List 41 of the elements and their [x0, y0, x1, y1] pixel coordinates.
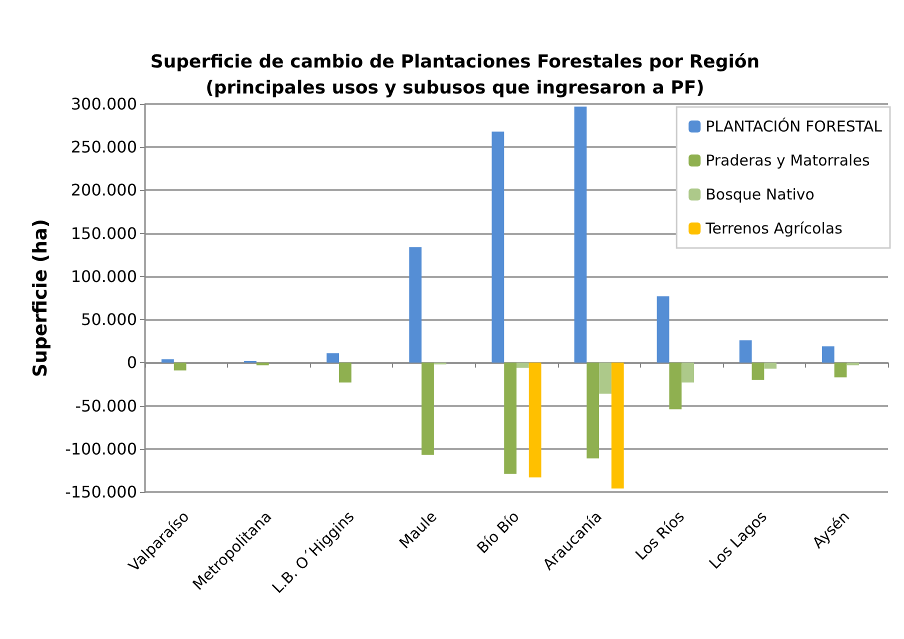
bar — [682, 362, 694, 382]
bar — [834, 362, 847, 378]
y-tick-label: 200.000 — [70, 180, 137, 200]
bar — [822, 346, 834, 363]
bar — [586, 362, 600, 458]
bar — [752, 362, 764, 380]
bar — [492, 132, 504, 363]
chart-title: Superficie de cambio de Plantaciones Forestales por Región (principales usos y subusos que ingresaron a PF) — [150, 52, 760, 98]
x-tick-label: Bío Bío — [473, 508, 523, 558]
bar — [409, 247, 422, 363]
bar — [739, 340, 752, 363]
legend-label: Terrenos Agrícolas — [704, 220, 843, 238]
legend-label: Bosque Nativo — [706, 186, 814, 204]
bar — [611, 362, 624, 489]
bar — [764, 362, 777, 369]
legend-label: Praderas y Matorrales — [706, 152, 870, 170]
bar — [162, 359, 174, 363]
y-tick-label: 50.000 — [81, 310, 137, 330]
y-tick-label: 0 — [126, 353, 137, 372]
y-tick-label: -50.000 — [75, 396, 137, 416]
bar — [174, 362, 186, 370]
bar — [528, 362, 542, 478]
legend-label: PLANTACIÓN FORESTAL — [706, 118, 883, 136]
bar — [504, 362, 516, 474]
y-tick-label: 300.000 — [70, 94, 137, 114]
y-tick-label: -100.000 — [65, 439, 137, 458]
bar — [256, 362, 269, 366]
bar — [574, 106, 587, 363]
y-tick-label: 250.000 — [70, 138, 137, 157]
y-tick-label: 150.000 — [70, 224, 137, 243]
bar — [669, 362, 682, 410]
bar — [599, 362, 612, 394]
y-axis-title: Superficie (ha) — [30, 218, 52, 378]
bar — [516, 362, 529, 368]
bar — [422, 362, 434, 455]
bar — [846, 362, 860, 366]
bar — [326, 353, 340, 363]
y-tick-label: 100.000 — [70, 266, 137, 286]
y-tick-label: -150.000 — [65, 482, 137, 502]
bar — [656, 296, 670, 363]
bar — [339, 362, 352, 382]
